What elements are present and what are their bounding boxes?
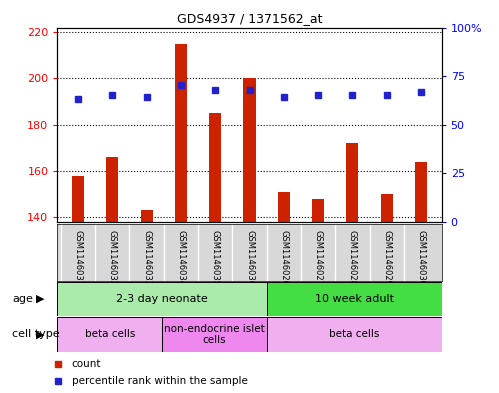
Bar	[209, 113, 221, 222]
Text: GSM1146030: GSM1146030	[417, 230, 426, 286]
Text: ▶: ▶	[35, 329, 44, 340]
Text: GSM1146026: GSM1146026	[279, 230, 288, 286]
Text: count: count	[72, 358, 101, 369]
Text: GSM1146035: GSM1146035	[211, 230, 220, 286]
Text: ▶: ▶	[35, 294, 44, 304]
Text: GSM1146031: GSM1146031	[73, 230, 82, 286]
Text: GSM1146036: GSM1146036	[245, 230, 254, 286]
Text: GSM1146034: GSM1146034	[176, 230, 186, 286]
Text: percentile rank within the sample: percentile rank within the sample	[72, 376, 248, 386]
Bar	[162, 317, 267, 352]
Text: GSM1146033: GSM1146033	[142, 230, 151, 286]
Text: non-endocrine islet
cells: non-endocrine islet cells	[164, 324, 265, 345]
Bar	[244, 79, 255, 222]
Bar	[415, 162, 427, 222]
Bar	[72, 176, 84, 222]
Text: GSM1146027: GSM1146027	[313, 230, 323, 286]
Bar	[267, 282, 442, 316]
Bar	[312, 199, 324, 222]
Text: GSM1146032: GSM1146032	[108, 230, 117, 286]
Bar	[175, 44, 187, 222]
Bar	[57, 282, 267, 316]
Text: beta cells: beta cells	[329, 329, 379, 340]
Bar	[346, 143, 358, 222]
Text: age: age	[12, 294, 33, 304]
Text: 2-3 day neonate: 2-3 day neonate	[116, 294, 208, 304]
Text: GSM1146029: GSM1146029	[382, 230, 391, 286]
Title: GDS4937 / 1371562_at: GDS4937 / 1371562_at	[177, 12, 322, 25]
Bar	[381, 194, 393, 222]
Bar	[106, 157, 118, 222]
Text: beta cells: beta cells	[85, 329, 135, 340]
Bar	[141, 211, 153, 222]
Text: cell type: cell type	[12, 329, 60, 340]
Bar	[278, 192, 290, 222]
Bar	[57, 317, 162, 352]
Bar	[267, 317, 442, 352]
Text: 10 week adult: 10 week adult	[315, 294, 394, 304]
Text: GSM1146028: GSM1146028	[348, 230, 357, 286]
